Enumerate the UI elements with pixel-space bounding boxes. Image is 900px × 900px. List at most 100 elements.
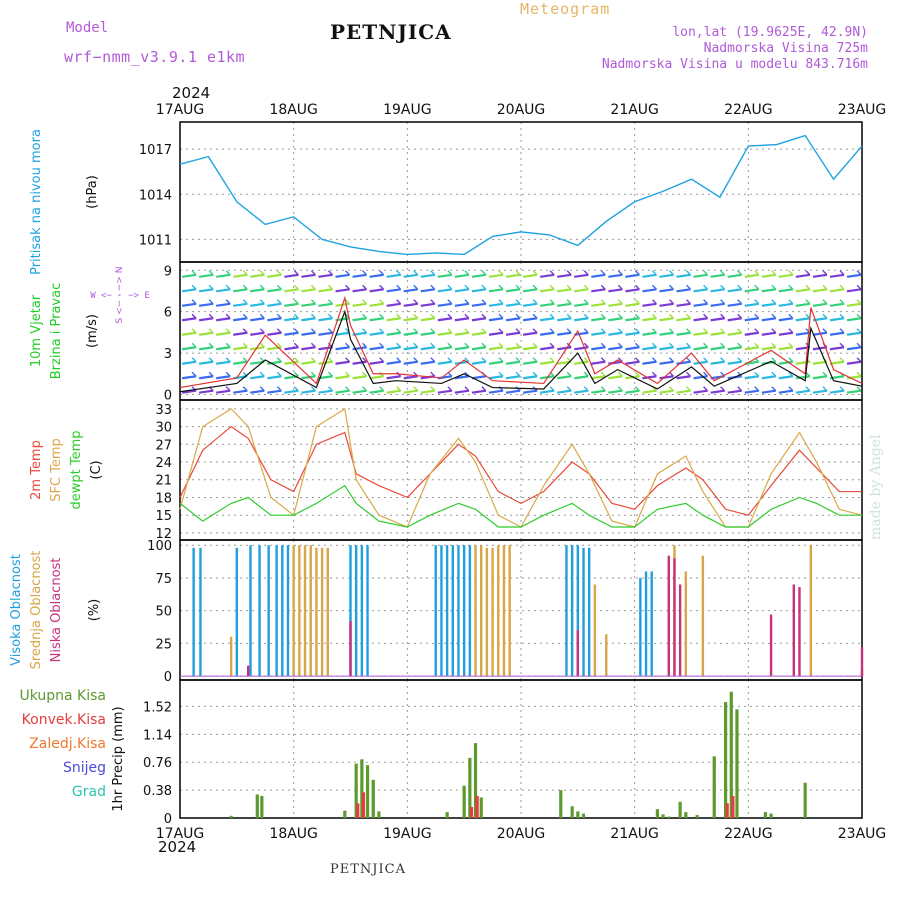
wind-barb-head <box>276 328 282 334</box>
wind-barb-head <box>447 386 453 392</box>
wind-barb-head <box>379 284 385 290</box>
wind-barb <box>267 375 282 380</box>
wind-barb-head <box>737 299 743 305</box>
wind-barb <box>284 360 299 365</box>
wind-barb-head <box>617 284 623 290</box>
wind-max-line <box>179 295 863 389</box>
wind-barb <box>676 273 691 278</box>
wind-barb <box>522 346 538 351</box>
cloud-bar-2 <box>860 647 864 677</box>
cloud-bar-1 <box>309 545 312 677</box>
wind-barb-head <box>583 357 589 363</box>
wind-barb <box>437 317 452 322</box>
wind-barb-head <box>276 342 282 348</box>
wind-barb-head <box>703 342 709 348</box>
cloud-bar-0 <box>650 571 653 677</box>
wind-barb-head <box>276 386 282 392</box>
wind-barb-head <box>720 270 726 276</box>
wind-barb <box>335 288 350 293</box>
wind-barb <box>352 389 367 394</box>
wind-barb <box>778 331 793 336</box>
wind-barb-head <box>447 284 453 290</box>
wind-barb-head <box>754 328 760 334</box>
wind-barb <box>659 273 674 278</box>
wind-barb <box>693 331 708 336</box>
wind-barb <box>795 389 811 394</box>
wind-barb-head <box>515 328 521 334</box>
cloud-bar-2 <box>667 555 670 677</box>
wind-barb-head <box>362 371 368 377</box>
wind-barb-head <box>754 284 760 290</box>
wind-barb <box>693 346 708 351</box>
wind-barb-head <box>583 342 589 348</box>
wind-barb-head <box>839 313 845 319</box>
wind-barb <box>505 302 521 307</box>
wind-barb-head <box>634 342 640 348</box>
wind-barb-head <box>754 342 760 348</box>
wind-barb-head <box>481 284 487 290</box>
temp-frame <box>179 399 863 541</box>
wind-barb-head <box>327 313 333 319</box>
wind-barb-head <box>771 386 777 392</box>
wind-barb <box>250 273 265 278</box>
wind-barb <box>420 288 435 293</box>
precip-bar-0 <box>365 765 370 818</box>
wind-barb <box>471 288 487 293</box>
wind-barb <box>829 317 845 322</box>
wind-barb-head <box>447 313 453 319</box>
cloud-ytick-label: 50 <box>155 605 172 620</box>
wind-barb <box>574 346 589 351</box>
wind-barb <box>267 360 282 365</box>
wind-barb <box>744 317 759 322</box>
model-value: wrf−nmm_v3.9.1 e1km <box>64 48 246 66</box>
wind-barb-head <box>754 299 760 305</box>
wind-barb-head <box>498 313 504 319</box>
precip-bar-0 <box>678 801 682 818</box>
wind-barb <box>846 302 862 307</box>
wind-barb-head <box>191 270 197 276</box>
cloud-bar-0 <box>440 545 443 677</box>
wind-barb-head <box>191 313 197 319</box>
wind-barb <box>846 288 862 293</box>
wind-barb <box>318 346 333 351</box>
wind-barb-head <box>396 284 402 290</box>
wind-barb <box>250 389 265 394</box>
wind-barb <box>403 346 418 351</box>
wind-barb-head <box>686 284 692 290</box>
precip-bar-0 <box>559 790 563 818</box>
wind-barb-head <box>720 299 726 305</box>
wind-ylabel-2: Brzina i Pravac <box>49 283 64 380</box>
wind-barb-head <box>293 371 299 377</box>
wind-barb <box>420 273 435 278</box>
wind-barb <box>454 273 470 278</box>
wind-barb <box>522 317 538 322</box>
wind-barb-head <box>293 386 299 392</box>
wind-barb-head <box>293 299 299 305</box>
wind-barb-head <box>362 386 368 392</box>
precip-bar-0 <box>570 806 574 818</box>
wind-barb <box>574 375 589 380</box>
precip-bar-0 <box>724 702 728 818</box>
wind-barb <box>216 317 231 322</box>
wind-barb-head <box>737 386 743 392</box>
wind-barb-head <box>532 357 538 363</box>
wind-barb-head <box>839 284 845 290</box>
wind-barb-head <box>362 313 368 319</box>
cloud-bar-0 <box>468 545 472 677</box>
wind-barb-head <box>549 313 555 319</box>
wind-barb <box>454 389 470 394</box>
wind-barb-head <box>771 371 777 377</box>
wind-barb-head <box>310 284 316 290</box>
wind-barb-head <box>327 371 333 377</box>
wind-barb-head <box>515 284 521 290</box>
precip-bar-0 <box>803 782 807 818</box>
wind-barb <box>403 375 418 380</box>
temp-unit: (C) <box>89 460 104 479</box>
wind-barb-head <box>413 342 419 348</box>
wind-barb-head <box>430 386 436 392</box>
wind-barb-head <box>600 313 606 319</box>
wind-barb <box>642 273 657 278</box>
wind-barb-head <box>583 328 589 334</box>
wind-barb <box>812 273 828 278</box>
wind-barb-head <box>532 371 538 377</box>
